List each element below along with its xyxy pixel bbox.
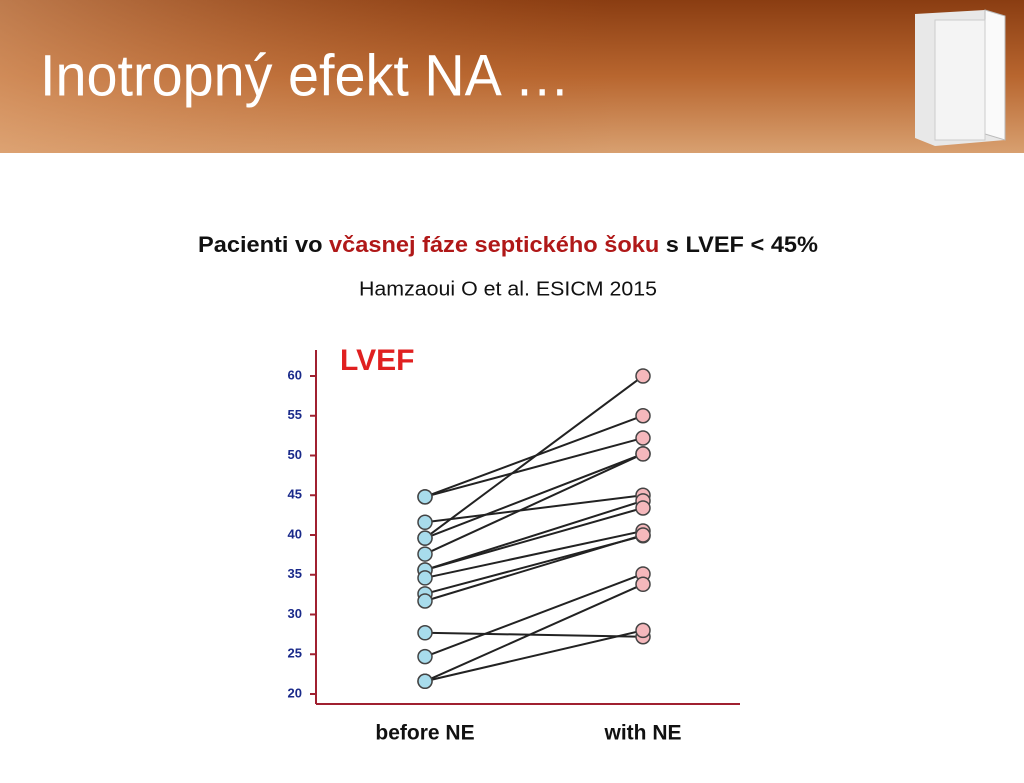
y-tick-label: 40 [288, 526, 302, 541]
dot [635, 622, 651, 639]
dot [417, 625, 433, 641]
dot [635, 408, 651, 424]
subtitle-part: včasnej fáze septického šoku [329, 232, 659, 257]
dot [635, 430, 651, 446]
pair-line [424, 437, 644, 498]
slide-title: Inotropný efekt NA … [40, 43, 570, 108]
pair-line [424, 631, 644, 638]
y-tick-label: 45 [288, 487, 302, 502]
pair-line [424, 530, 644, 579]
pair-line [424, 583, 644, 683]
dot [635, 368, 651, 384]
dot [417, 593, 433, 609]
y-tick-label: 20 [288, 685, 302, 700]
dot [417, 546, 433, 562]
dot [635, 576, 651, 593]
product-box [915, 9, 1006, 146]
pair-line [424, 375, 644, 539]
dot [417, 489, 433, 505]
y-tick-label: 30 [288, 606, 302, 621]
y-tick-label: 60 [288, 367, 302, 382]
pair-line [424, 507, 644, 571]
pair-line [424, 629, 644, 683]
y-tick-label: 50 [288, 447, 302, 462]
pair-line [424, 499, 644, 571]
dot [635, 446, 651, 462]
chart-title: LVEF [340, 344, 414, 377]
pair-line [424, 452, 644, 540]
dot [635, 527, 651, 543]
dot [417, 570, 433, 586]
citation: Hamzaoui O et al. ESICM 2015 [359, 278, 657, 300]
subtitle-part: Pacienti vo [198, 232, 329, 257]
dot [635, 500, 651, 516]
x-tick-label: before NE [375, 722, 474, 745]
dot [417, 514, 433, 531]
pair-line [424, 494, 644, 524]
y-tick-label: 35 [288, 566, 302, 581]
y-tick-label: 55 [288, 407, 302, 422]
dot [417, 673, 433, 690]
pair-line [424, 453, 644, 555]
subtitle: Pacienti vo včasnej fáze septického šoku… [198, 232, 818, 257]
pair-line [424, 534, 644, 602]
dot [417, 648, 433, 665]
subtitle-part: s LVEF < 45% [659, 232, 818, 257]
x-tick-label: with NE [604, 722, 682, 745]
dot [417, 530, 433, 546]
pair-line [424, 573, 644, 658]
header-shade [0, 0, 1024, 153]
y-tick-label: 25 [288, 646, 302, 661]
